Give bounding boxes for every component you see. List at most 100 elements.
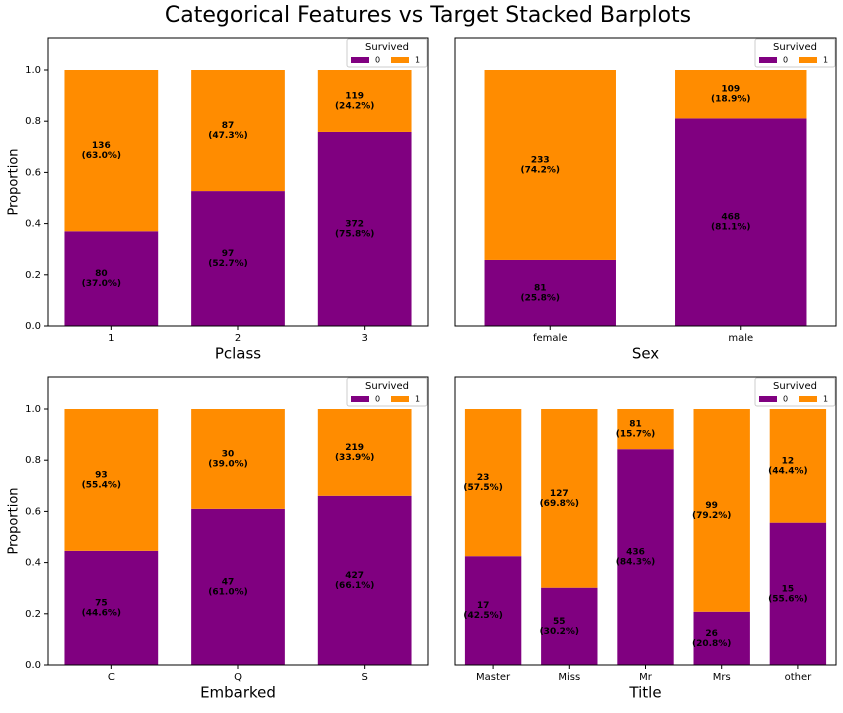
bar-segment (64, 70, 159, 232)
bar-segment (317, 70, 412, 132)
figure-title: Categorical Features vs Target Stacked B… (165, 3, 691, 28)
x-tick-label: other (785, 672, 813, 683)
bar-segment (541, 587, 598, 665)
percent-label: (18.9%) (711, 95, 750, 105)
legend-label: 0 (375, 395, 380, 404)
legend-label: 0 (783, 395, 788, 404)
count-label: 81 (534, 283, 547, 293)
count-label: 15 (782, 584, 795, 594)
x-tick-label: Mrs (713, 672, 731, 683)
percent-label: (57.5%) (463, 483, 502, 493)
legend-title: Survived (365, 381, 409, 392)
percent-label: (55.4%) (82, 480, 121, 490)
percent-label: (47.3%) (208, 131, 247, 141)
x-tick-label: Miss (558, 672, 580, 683)
y-axis-label: Proportion (7, 148, 22, 215)
bar-segment (64, 550, 159, 665)
percent-label: (25.8%) (521, 293, 560, 303)
count-label: 427 (345, 571, 364, 581)
count-label: 26 (705, 629, 718, 639)
x-tick-label: S (361, 672, 367, 683)
bar-segment (541, 409, 598, 588)
x-tick-label: Q (234, 672, 242, 683)
count-label: 87 (222, 121, 235, 131)
legend-label: 0 (375, 56, 380, 65)
count-label: 80 (95, 269, 108, 279)
percent-label: (24.2%) (335, 101, 374, 111)
bar-segment (675, 118, 807, 326)
count-label: 30 (222, 449, 235, 459)
count-label: 136 (92, 141, 111, 151)
percent-label: (39.0%) (208, 459, 247, 469)
plot-frame (47, 37, 429, 327)
y-tick-label: 0.4 (25, 219, 41, 230)
legend-label: 1 (415, 56, 420, 65)
percent-label: (61.0%) (208, 587, 247, 597)
legend-swatch (759, 57, 777, 63)
bar-segment (317, 409, 412, 496)
plot-frame (454, 376, 837, 666)
legend-label: 1 (415, 395, 420, 404)
y-tick-label: 0.8 (25, 116, 41, 127)
bar-segment (675, 70, 807, 119)
count-label: 47 (222, 577, 235, 587)
bar-segment (617, 449, 674, 665)
percent-label: (15.7%) (616, 430, 655, 440)
y-tick-label: 0.2 (25, 609, 41, 620)
percent-label: (69.8%) (540, 499, 579, 509)
x-axis-label: Title (628, 684, 661, 702)
count-label: 468 (721, 213, 740, 223)
x-tick-label: Master (476, 672, 511, 683)
count-label: 17 (477, 601, 490, 611)
x-axis-label: Embarked (200, 684, 276, 702)
legend-swatch (391, 57, 409, 63)
y-axis-label: Proportion (7, 487, 22, 554)
x-tick-label: 2 (235, 333, 241, 344)
legend-label: 0 (783, 56, 788, 65)
x-tick-label: 3 (361, 333, 367, 344)
count-label: 436 (626, 548, 645, 558)
percent-label: (81.1%) (711, 223, 750, 233)
bar-segment (769, 409, 827, 523)
y-tick-label: 0.2 (25, 270, 41, 281)
percent-label: (74.2%) (521, 165, 560, 175)
percent-label: (66.1%) (335, 581, 374, 591)
count-label: 372 (345, 219, 364, 229)
x-axis-label: Pclass (215, 345, 261, 363)
count-label: 233 (531, 155, 550, 165)
bar-segment (769, 522, 827, 665)
legend-swatch (759, 396, 777, 402)
percent-label: (52.7%) (208, 259, 247, 269)
bar-segment (64, 231, 159, 326)
x-tick-label: female (533, 333, 567, 344)
percent-label: (30.2%) (540, 627, 579, 637)
y-tick-label: 0.6 (25, 506, 41, 517)
legend-title: Survived (365, 42, 409, 53)
percent-label: (37.0%) (82, 279, 121, 289)
x-axis-label: Sex (632, 345, 659, 363)
legend-swatch (799, 396, 817, 402)
percent-label: (44.6%) (82, 608, 121, 618)
bar-segment (617, 409, 674, 450)
bar-segment (191, 191, 285, 326)
plot-frame (454, 37, 837, 327)
percent-label: (33.9%) (335, 453, 374, 463)
count-label: 127 (550, 489, 569, 499)
bar-segment (191, 409, 285, 509)
percent-label: (75.8%) (335, 229, 374, 239)
count-label: 23 (477, 473, 490, 483)
percent-label: (42.5%) (463, 611, 502, 621)
bar-segment (64, 409, 159, 551)
x-tick-label: male (728, 333, 753, 344)
percent-label: (79.2%) (692, 511, 731, 521)
legend-label: 1 (823, 56, 828, 65)
count-label: 109 (721, 85, 740, 95)
bar-segment (484, 70, 616, 260)
percent-label: (20.8%) (692, 639, 731, 649)
y-tick-label: 0.4 (25, 558, 41, 569)
legend-swatch (351, 57, 369, 63)
bar-segment (317, 495, 412, 665)
bar-segment (317, 131, 412, 326)
bar-segment (191, 508, 285, 665)
legend-swatch (391, 396, 409, 402)
